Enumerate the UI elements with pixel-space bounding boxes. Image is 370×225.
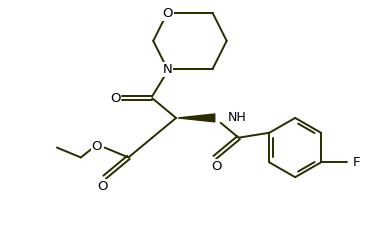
Text: N: N [162,63,172,76]
Text: O: O [91,140,102,153]
Text: NH: NH [228,111,246,124]
Text: F: F [353,156,360,169]
Polygon shape [178,114,215,122]
Text: O: O [110,92,121,105]
Text: O: O [97,180,108,193]
Text: O: O [162,7,172,20]
Text: O: O [212,160,222,173]
